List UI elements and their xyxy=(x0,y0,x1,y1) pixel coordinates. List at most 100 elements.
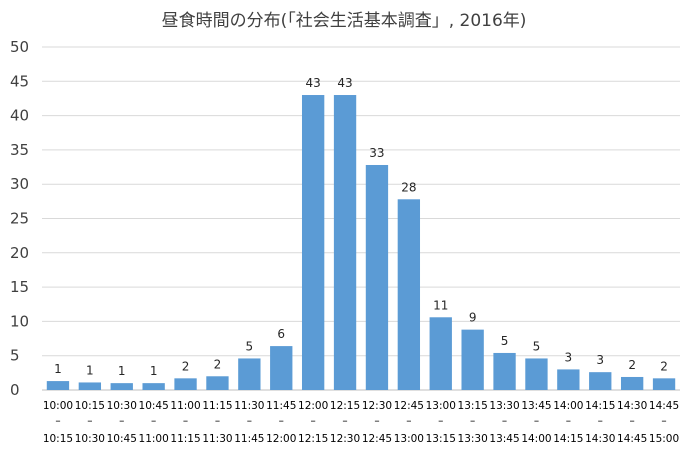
data-label: 3 xyxy=(565,350,573,364)
x-tick-label-sep: – xyxy=(55,415,60,427)
x-tick-label-end: 14:45 xyxy=(617,433,647,445)
x-tick-label-sep: – xyxy=(661,415,666,427)
x-tick-label-sep: – xyxy=(215,415,220,427)
x-tick-label-end: 13:30 xyxy=(458,433,488,445)
data-label: 3 xyxy=(596,353,604,367)
x-tick-label-start: 11:45 xyxy=(266,400,296,412)
data-label: 43 xyxy=(306,76,321,90)
x-tick-label-end: 12:30 xyxy=(330,433,360,445)
x-tick-label-end: 14:30 xyxy=(585,433,615,445)
x-tick-label-start: 12:30 xyxy=(362,400,392,412)
bar xyxy=(333,95,357,391)
x-tick-label-end: 14:00 xyxy=(521,433,551,445)
x-tick-label-start: 10:15 xyxy=(75,400,105,412)
data-label: 6 xyxy=(277,327,285,341)
x-tick-label-sep: – xyxy=(183,415,188,427)
x-tick-label-sep: – xyxy=(534,415,539,427)
bar xyxy=(142,383,165,390)
y-tick-label: 10 xyxy=(10,312,29,330)
x-tick-label-sep: – xyxy=(342,415,347,427)
data-label: 2 xyxy=(214,357,222,371)
bar xyxy=(620,376,644,390)
x-tick-label-start: 12:00 xyxy=(298,400,328,412)
x-tick-label-start: 11:30 xyxy=(234,400,264,412)
bar xyxy=(78,382,102,390)
data-label: 2 xyxy=(660,359,668,373)
x-tick-label-start: 11:15 xyxy=(202,400,232,412)
x-tick-label-sep: – xyxy=(151,415,156,427)
y-tick-label: 25 xyxy=(10,210,29,228)
x-tick-label-start: 13:00 xyxy=(426,400,456,412)
x-tick-label-start: 12:15 xyxy=(330,400,360,412)
y-tick-label: 50 xyxy=(10,38,29,56)
y-tick-label: 15 xyxy=(10,278,29,296)
x-tick-label-end: 15:00 xyxy=(649,433,679,445)
y-tick-label: 20 xyxy=(10,244,29,262)
y-tick-label: 40 xyxy=(10,107,29,125)
x-tick-label-end: 11:15 xyxy=(170,433,200,445)
bar xyxy=(557,369,580,390)
x-tick-label-start: 12:45 xyxy=(394,400,424,412)
x-tick-label-end: 13:00 xyxy=(394,433,424,445)
bar xyxy=(397,199,421,390)
bar xyxy=(110,383,133,390)
data-label: 1 xyxy=(118,364,126,378)
data-label: 1 xyxy=(54,362,62,376)
x-tick-label-start: 14:45 xyxy=(649,400,679,412)
x-tick-label-sep: – xyxy=(630,415,635,427)
x-tick-label-end: 10:45 xyxy=(107,433,137,445)
y-tick-label: 0 xyxy=(10,381,20,399)
x-tick-label-start: 13:15 xyxy=(458,400,488,412)
x-tick-label-end: 10:15 xyxy=(43,433,73,445)
bar xyxy=(206,376,229,390)
data-label: 5 xyxy=(501,334,509,348)
data-label: 43 xyxy=(337,76,352,90)
x-tick-label-sep: – xyxy=(311,415,316,427)
x-tick-label-end: 11:45 xyxy=(234,433,264,445)
x-tick-label-start: 14:00 xyxy=(553,400,583,412)
x-tick-label-sep: – xyxy=(279,415,284,427)
x-tick-label-sep: – xyxy=(87,415,92,427)
x-tick-label-start: 14:30 xyxy=(617,400,647,412)
data-label: 9 xyxy=(469,311,477,325)
y-axis-ticks: 0 5 10 15 20 25 30 35 40 45 50 xyxy=(10,38,29,399)
bar xyxy=(238,358,261,390)
y-tick-label: 5 xyxy=(10,347,20,365)
x-tick-label-start: 13:45 xyxy=(521,400,551,412)
x-tick-label-sep: – xyxy=(406,415,411,427)
x-tick-label-start: 11:00 xyxy=(170,400,200,412)
data-label: 5 xyxy=(246,339,254,353)
bar xyxy=(301,95,325,391)
x-tick-label-sep: – xyxy=(119,415,124,427)
x-tick-label-start: 13:30 xyxy=(489,400,519,412)
data-label: 1 xyxy=(150,364,158,378)
bar xyxy=(270,346,293,390)
bar xyxy=(365,164,389,390)
x-tick-label-sep: – xyxy=(502,415,507,427)
data-label: 33 xyxy=(369,146,384,160)
y-tick-label: 30 xyxy=(10,175,29,193)
data-label: 1 xyxy=(86,363,94,377)
x-tick-label-end: 10:30 xyxy=(75,433,105,445)
x-tick-label-end: 13:15 xyxy=(426,433,456,445)
data-label: 2 xyxy=(182,359,190,373)
x-tick-label-end: 12:45 xyxy=(362,433,392,445)
x-tick-label-start: 10:45 xyxy=(139,400,169,412)
bar xyxy=(46,381,70,390)
x-tick-label-sep: – xyxy=(374,415,379,427)
x-tick-label-end: 12:00 xyxy=(266,433,296,445)
bar xyxy=(174,378,197,390)
x-tick-label-start: 14:15 xyxy=(585,400,615,412)
bar xyxy=(461,329,484,390)
x-tick-label-sep: – xyxy=(247,415,252,427)
data-label: 28 xyxy=(401,180,416,194)
bar xyxy=(493,352,516,390)
x-tick-label-end: 11:00 xyxy=(139,433,169,445)
bar xyxy=(652,378,676,390)
x-tick-label-sep: – xyxy=(438,415,443,427)
bar xyxy=(589,372,612,390)
x-tick-label-end: 13:45 xyxy=(489,433,519,445)
